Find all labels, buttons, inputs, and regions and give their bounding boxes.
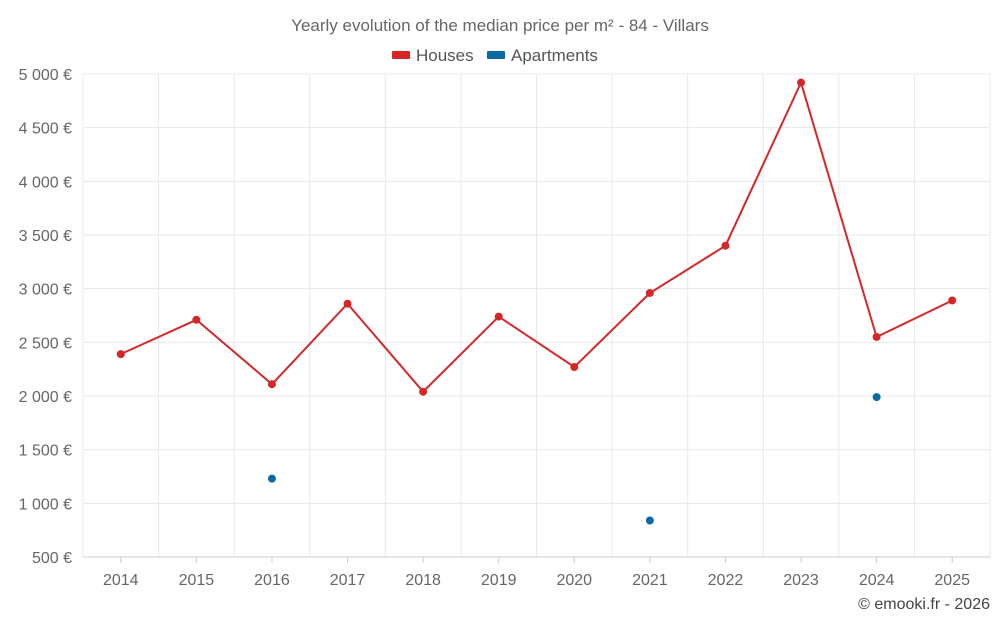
y-axis: 500 € 1 000 € 1 500 € 2 000 € 2 500 € 3 000 €… <box>19 67 72 567</box>
x-tick-label: 2019 <box>481 572 517 589</box>
x-tick-label: 2025 <box>934 572 970 589</box>
x-axis: 2014 2015 2016 2017 2018 2019 2020 2021 2022 2023… <box>83 556 990 589</box>
data-point-houses-2017[interactable] <box>343 299 352 308</box>
data-point-houses-2021[interactable] <box>645 288 654 297</box>
y-tick-label: 2 500 € <box>19 335 72 352</box>
x-tick-label: 2014 <box>103 572 139 589</box>
y-tick-label: 1 000 € <box>19 496 72 513</box>
x-tick-label: 2024 <box>859 572 895 589</box>
x-tick-label: 2021 <box>632 572 668 589</box>
legend-label-houses[interactable]: Houses <box>416 46 474 65</box>
x-tick-label: 2018 <box>405 572 441 589</box>
x-tick-label: 2020 <box>556 572 592 589</box>
x-tick-label: 2015 <box>179 572 215 589</box>
data-point-houses-2020[interactable] <box>570 363 579 372</box>
x-tick-label: 2017 <box>330 572 366 589</box>
y-tick-label: 3 000 € <box>19 282 72 299</box>
x-tick-label: 2023 <box>783 572 819 589</box>
y-tick-label: 4 000 € <box>19 174 72 191</box>
data-point-houses-2016[interactable] <box>267 380 276 389</box>
data-point-houses-2015[interactable] <box>192 315 201 324</box>
y-tick-label: 4 500 € <box>19 121 72 138</box>
series-houses <box>116 78 957 396</box>
legend-swatch-apartments <box>487 51 505 59</box>
chart-title: Yearly evolution of the median price per… <box>291 16 709 35</box>
data-point-houses-2025[interactable] <box>948 296 957 305</box>
legend-swatch-houses <box>392 51 410 59</box>
legend-label-apartments[interactable]: Apartments <box>511 46 598 65</box>
data-point-apartments-2016[interactable] <box>267 474 276 483</box>
grid <box>82 73 991 558</box>
legend: Houses Apartments <box>392 46 598 65</box>
data-point-apartments-2021[interactable] <box>645 516 654 525</box>
data-point-houses-2023[interactable] <box>797 78 806 87</box>
data-point-houses-2018[interactable] <box>419 387 428 396</box>
data-point-houses-2014[interactable] <box>116 350 125 359</box>
data-point-apartments-2024[interactable] <box>872 393 881 402</box>
x-tick-label: 2022 <box>708 572 744 589</box>
data-point-houses-2022[interactable] <box>721 241 730 250</box>
y-tick-label: 3 500 € <box>19 228 72 245</box>
data-point-houses-2019[interactable] <box>494 312 503 321</box>
x-tick-label: 2016 <box>254 572 290 589</box>
y-tick-label: 500 € <box>32 550 72 567</box>
credit-text: © emooki.fr - 2026 <box>858 596 990 613</box>
series-line-houses <box>120 79 953 394</box>
y-tick-label: 5 000 € <box>19 67 72 84</box>
y-tick-label: 2 000 € <box>19 389 72 406</box>
series-apartments <box>267 393 881 525</box>
y-tick-label: 1 500 € <box>19 443 72 460</box>
series-layer <box>116 78 957 525</box>
data-point-houses-2024[interactable] <box>872 332 881 341</box>
